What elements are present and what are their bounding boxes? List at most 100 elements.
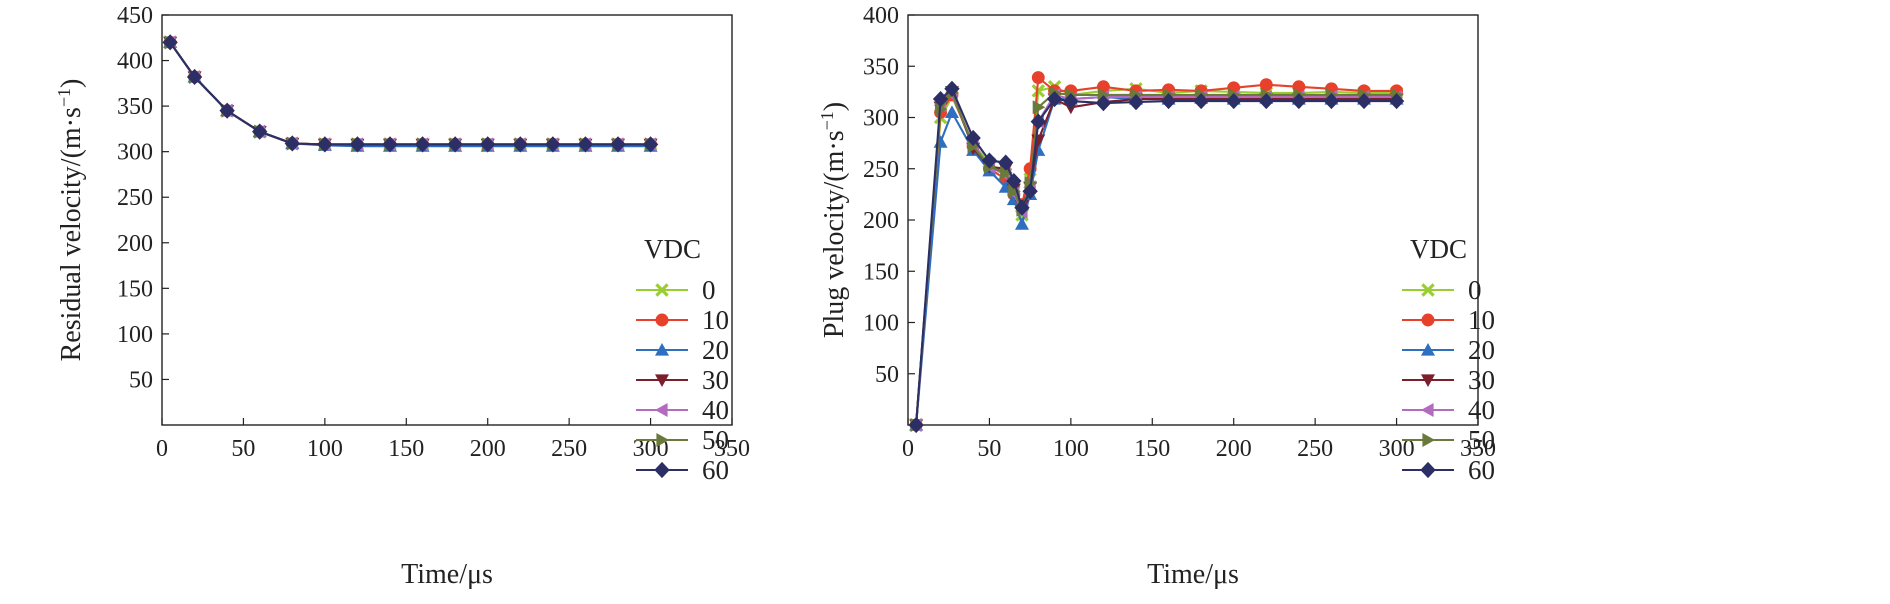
series-line bbox=[169, 41, 651, 148]
x-axis-label: Time/μs bbox=[401, 559, 493, 590]
data-point bbox=[1046, 90, 1063, 108]
legend-item: 0 bbox=[636, 275, 716, 305]
data-point bbox=[1291, 93, 1307, 110]
legend-item: 10 bbox=[636, 305, 729, 335]
legend-label: 20 bbox=[702, 335, 729, 365]
series-line bbox=[169, 41, 651, 146]
y-axis-label: Plug velocity/(m·s−1) bbox=[817, 102, 850, 338]
data-point bbox=[944, 105, 959, 118]
data-point bbox=[642, 136, 659, 153]
y-tick-label: 200 bbox=[863, 208, 899, 234]
series-40 bbox=[163, 35, 657, 152]
x-tick-label: 250 bbox=[1297, 436, 1333, 462]
legend-item: 40 bbox=[1402, 395, 1495, 425]
legend-marker bbox=[655, 313, 669, 327]
x-tick-label: 200 bbox=[1216, 436, 1252, 462]
y-tick-label: 50 bbox=[875, 362, 899, 388]
series-line bbox=[169, 41, 651, 146]
y-tick-label: 200 bbox=[117, 231, 153, 257]
y-tick-label: 400 bbox=[117, 49, 153, 75]
data-point bbox=[1193, 93, 1209, 110]
x-tick-label: 0 bbox=[156, 436, 168, 462]
legend-item: 50 bbox=[1402, 425, 1495, 455]
legend-label: 20 bbox=[1468, 335, 1495, 365]
y-tick-label: 100 bbox=[117, 322, 153, 348]
series-50 bbox=[164, 35, 658, 152]
data-point bbox=[1323, 93, 1340, 110]
legend-label: 0 bbox=[1468, 275, 1482, 305]
y-tick-label: 350 bbox=[863, 54, 899, 80]
y-axis-label-text: Plug velocity/(m·s bbox=[819, 130, 850, 338]
series-0 bbox=[163, 35, 658, 152]
data-point bbox=[1388, 93, 1405, 110]
data-point bbox=[932, 90, 949, 108]
x-tick-label: 50 bbox=[231, 436, 255, 462]
data-point bbox=[1032, 100, 1046, 115]
y-tick-label: 300 bbox=[117, 140, 153, 166]
y-tick-label: 400 bbox=[863, 3, 899, 29]
legend-label: 50 bbox=[1468, 425, 1495, 455]
legend-item: 30 bbox=[1402, 365, 1495, 395]
data-point bbox=[998, 154, 1014, 171]
y-axis-label-superscript: −1 bbox=[817, 111, 837, 130]
legend-label: 10 bbox=[702, 305, 729, 335]
data-point bbox=[382, 136, 398, 153]
legend-label: 60 bbox=[702, 455, 729, 485]
x-tick-label: 100 bbox=[307, 436, 343, 462]
x-tick-label: 350 bbox=[1460, 436, 1496, 462]
data-point bbox=[577, 136, 594, 153]
data-point bbox=[1008, 184, 1021, 199]
series-30 bbox=[909, 86, 1404, 432]
data-point bbox=[1000, 165, 1013, 180]
y-axis-label: Residual velocity/(m·s−1) bbox=[54, 79, 87, 362]
legend-item: 20 bbox=[636, 335, 729, 365]
series-line bbox=[915, 76, 1397, 426]
data-point bbox=[447, 136, 463, 153]
series-line bbox=[915, 85, 1397, 426]
series-10 bbox=[909, 71, 1404, 432]
series-50 bbox=[910, 85, 1404, 432]
data-point bbox=[545, 136, 561, 153]
y-axis-label-text: Residual velocity/(m·s bbox=[56, 107, 87, 361]
data-point bbox=[186, 68, 203, 86]
x-tick-label: 250 bbox=[551, 436, 587, 462]
data-point bbox=[1160, 93, 1177, 110]
series-40 bbox=[909, 87, 1403, 432]
data-point bbox=[252, 123, 268, 140]
legend-item: 40 bbox=[636, 395, 729, 425]
series-line bbox=[915, 95, 1397, 426]
x-tick-label: 150 bbox=[388, 436, 424, 462]
data-point bbox=[414, 136, 431, 153]
plot-frame bbox=[907, 14, 1479, 426]
residual-velocity-chart: 0 50 100 150 200 250 300 3505010015020025030035… bbox=[54, 3, 750, 590]
data-point bbox=[512, 136, 528, 153]
data-point bbox=[1128, 94, 1144, 111]
data-point bbox=[610, 136, 626, 153]
y-tick-label: 250 bbox=[117, 185, 153, 211]
x-tick-label: 50 bbox=[977, 436, 1001, 462]
legend-item: 20 bbox=[1402, 335, 1495, 365]
legend-item: 30 bbox=[636, 365, 729, 395]
data-point bbox=[317, 136, 333, 153]
data-point bbox=[908, 416, 924, 434]
legend-item: 10 bbox=[1402, 305, 1495, 335]
legend-marker bbox=[655, 374, 669, 387]
series-30 bbox=[163, 36, 658, 152]
x-tick-label: 350 bbox=[714, 436, 750, 462]
series-20 bbox=[163, 35, 658, 152]
legend-marker bbox=[655, 283, 669, 297]
data-point bbox=[1006, 172, 1022, 190]
legend-label: 30 bbox=[1468, 365, 1495, 395]
series-line bbox=[169, 41, 651, 146]
legend-title: VDC bbox=[1410, 234, 1467, 264]
series-20 bbox=[909, 90, 1404, 431]
y-tick-label: 450 bbox=[117, 3, 153, 29]
series-line bbox=[915, 90, 1397, 426]
legend-marker bbox=[1421, 313, 1435, 327]
series-line bbox=[915, 91, 1397, 426]
legend-label: 40 bbox=[1468, 395, 1495, 425]
data-point bbox=[1259, 78, 1273, 92]
y-tick-label: 150 bbox=[117, 276, 153, 302]
